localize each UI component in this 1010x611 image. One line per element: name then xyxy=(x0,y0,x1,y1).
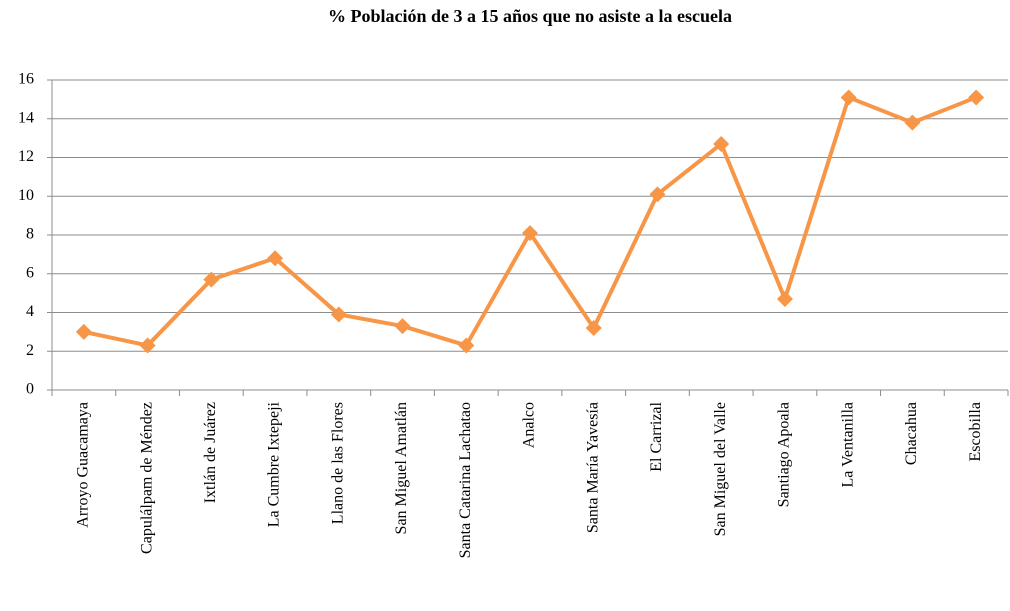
line-series xyxy=(83,95,977,348)
marker xyxy=(840,89,857,106)
y-tick-label: 12 xyxy=(18,148,34,165)
x-tick-label: Arroyo Guacamaya xyxy=(75,402,92,528)
chart-title: % Población de 3 a 15 años que no asiste… xyxy=(328,6,732,26)
x-tick-label: San Miguel del Valle xyxy=(712,402,729,536)
marker xyxy=(75,323,92,340)
x-tick-label: Escobilla xyxy=(967,402,984,462)
x-tick-label: El Carrizal xyxy=(648,401,665,471)
y-tick-label: 8 xyxy=(26,226,34,243)
x-tick-label: Analco xyxy=(521,402,538,448)
y-tick-label: 4 xyxy=(26,303,34,320)
x-tick-label: Chacahua xyxy=(903,402,920,465)
x-tick-label: Santa Catarina Lachatao xyxy=(457,402,474,558)
marker xyxy=(394,318,411,335)
y-tick-label: 2 xyxy=(26,342,34,359)
x-tick-label: Santa María Yavesía xyxy=(584,402,601,533)
marker xyxy=(522,225,538,242)
marker xyxy=(330,306,347,323)
marker xyxy=(267,250,284,267)
x-tick-label: Capulálpam de Méndez xyxy=(138,402,155,554)
x-tick-label: La Ventanilla xyxy=(839,402,856,487)
x-tick-label: La Cumbre Ixtepeji xyxy=(266,401,283,527)
marker xyxy=(585,320,602,336)
marker xyxy=(968,89,985,106)
y-tick-label: 10 xyxy=(18,187,34,204)
marker xyxy=(713,135,730,152)
marker xyxy=(458,337,475,354)
marker xyxy=(139,337,156,354)
x-tick-label: Ixtlán de Juárez xyxy=(202,402,219,503)
y-tick-label: 16 xyxy=(18,71,34,88)
marker xyxy=(776,290,793,307)
y-tick-label: 0 xyxy=(26,381,34,398)
y-tick-label: 6 xyxy=(26,264,34,281)
x-tick-label: Llano de las Flores xyxy=(329,402,346,524)
y-tick-label: 14 xyxy=(18,109,34,126)
marker xyxy=(649,186,666,203)
x-tick-label: San Miguel Amatlán xyxy=(393,402,410,534)
x-tick-label: Santiago Apoala xyxy=(776,402,793,507)
marker xyxy=(203,271,220,288)
marker xyxy=(904,114,921,131)
